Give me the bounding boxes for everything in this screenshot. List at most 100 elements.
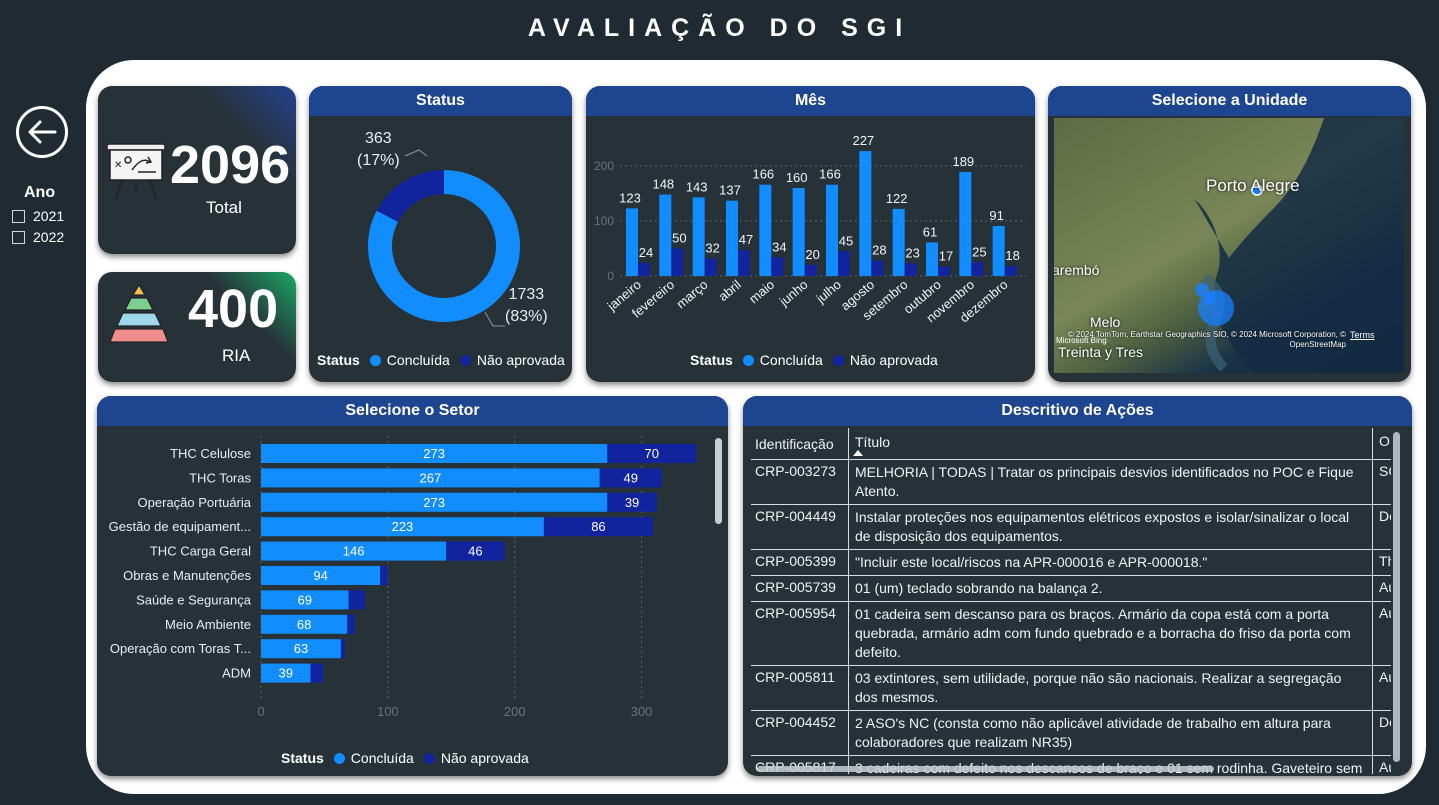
- x-tick-label: março: [673, 277, 710, 312]
- bar-segment-1[interactable]: [347, 614, 355, 634]
- bar-abril-0[interactable]: [726, 200, 738, 276]
- y-tick-label[interactable]: Meio Ambiente: [165, 617, 251, 632]
- bar-dezembro-0[interactable]: [992, 225, 1005, 276]
- bar-segment-0[interactable]: [261, 517, 544, 537]
- bar-junho-0[interactable]: [792, 188, 805, 276]
- column-header-identificacao[interactable]: Identificação: [755, 435, 834, 452]
- bar-segment-0[interactable]: [261, 468, 600, 488]
- data-label: 17: [939, 249, 953, 264]
- legend-item[interactable]: Não aprovada: [476, 352, 565, 368]
- legend-item[interactable]: Concluída: [386, 352, 450, 368]
- bar-segment-0[interactable]: [261, 614, 348, 634]
- y-tick-label: 200: [594, 159, 614, 173]
- bar-fevereiro-0[interactable]: [659, 194, 672, 276]
- month-card: Mês 0 100 200 123 24 janeiro 148 50 fevereiro 143…: [586, 86, 1035, 382]
- bar-segment-1[interactable]: [599, 468, 662, 488]
- table-row[interactable]: CRP-005739 01 (um) teclado sobrando na ba…: [751, 576, 1391, 602]
- data-label: 91: [989, 208, 1003, 223]
- bar-segment-0[interactable]: [261, 590, 349, 610]
- bar-segment-1[interactable]: [446, 541, 505, 561]
- table-row[interactable]: CRP-003273 MELHORIA | TODAS | Tratar os p…: [751, 460, 1391, 505]
- bar-dezembro-1[interactable]: [1004, 266, 1017, 276]
- map-terms-link[interactable]: Terms: [1350, 330, 1375, 340]
- bar-segment-1[interactable]: [340, 639, 345, 659]
- bar-setembro-1[interactable]: [904, 263, 917, 276]
- status-donut-chart[interactable]: [309, 116, 572, 352]
- table-row[interactable]: CRP-004452 2 ASO's NC (consta como não ap…: [751, 711, 1391, 756]
- donut-slice-1[interactable]: [376, 170, 444, 222]
- bar-segment-0[interactable]: [261, 444, 608, 463]
- bar-segment-1[interactable]: [543, 517, 653, 537]
- map-view[interactable]: Porto Alegre Melo Treinta y Tres arembó …: [1054, 118, 1404, 373]
- sector-scrollbar[interactable]: [715, 438, 722, 524]
- leader-line: [404, 149, 428, 157]
- table-row[interactable]: CRP-005954 01 cadeira sem descanso para o…: [751, 602, 1391, 666]
- y-tick-label[interactable]: THC Carga Geral: [150, 544, 251, 559]
- bar-junho-1[interactable]: [804, 265, 817, 276]
- year-option-2022[interactable]: 2022: [12, 229, 82, 245]
- bar-segment-0[interactable]: [261, 566, 381, 585]
- bar-segment-0[interactable]: [261, 639, 341, 659]
- table-horizontal-scrollbar[interactable]: [757, 766, 1214, 772]
- bar-segment-0[interactable]: [261, 541, 447, 561]
- data-label: 86: [591, 519, 605, 534]
- x-tick-label: 100: [377, 704, 399, 719]
- bar-julho-1[interactable]: [838, 251, 850, 276]
- x-tick-label: junho: [776, 277, 811, 310]
- bar-fevereiro-1[interactable]: [671, 248, 684, 277]
- table-row[interactable]: CRP-005399 "Incluir este local/riscos na …: [751, 550, 1391, 576]
- back-button[interactable]: [16, 106, 68, 158]
- table-row[interactable]: CRP-005811 03 extintores, sem utilidade, …: [751, 666, 1391, 711]
- y-tick-label[interactable]: Obras e Manutenções: [123, 568, 251, 583]
- legend-item[interactable]: Não aprovada: [849, 352, 938, 368]
- bar-janeiro-1[interactable]: [638, 262, 650, 276]
- checkbox[interactable]: [12, 209, 25, 223]
- legend-item[interactable]: Concluída: [350, 750, 414, 766]
- year-option-2021[interactable]: 2021: [12, 208, 82, 224]
- legend-item[interactable]: Não aprovada: [440, 750, 529, 766]
- bar-novembro-1[interactable]: [971, 262, 984, 276]
- bar-segment-1[interactable]: [607, 492, 657, 512]
- bar-segment-1[interactable]: [380, 566, 388, 585]
- checkbox[interactable]: [12, 230, 25, 244]
- bar-setembro-0[interactable]: [892, 208, 905, 276]
- y-tick-label[interactable]: Saúde e Segurança: [136, 592, 252, 607]
- bar-maio-0[interactable]: [759, 184, 772, 276]
- bar-segment-1[interactable]: [310, 663, 324, 683]
- bar-outubro-1[interactable]: [938, 266, 950, 276]
- y-tick-label[interactable]: THC Celulose: [170, 446, 251, 461]
- y-tick-label[interactable]: ADM: [222, 666, 251, 681]
- bar-agosto-1[interactable]: [871, 260, 884, 276]
- bar-segment-0[interactable]: [261, 492, 608, 512]
- column-header-titulo[interactable]: Título: [848, 427, 1372, 460]
- bar-abril-1[interactable]: [738, 250, 750, 276]
- legend-item[interactable]: Concluída: [759, 352, 823, 368]
- legend-dot-icon: [369, 354, 381, 366]
- bar-segment-1[interactable]: [348, 590, 366, 610]
- y-tick-label[interactable]: Operação com Toras T...: [110, 641, 251, 656]
- donut-slice-0[interactable]: [368, 170, 520, 322]
- column-header-o[interactable]: O: [1372, 427, 1391, 460]
- bar-agosto-0[interactable]: [859, 151, 872, 276]
- table-header: Identificação Título O: [751, 427, 1391, 460]
- table-row[interactable]: CRP-004449 Instalar proteções nos equipam…: [751, 505, 1391, 550]
- data-label: 68: [297, 617, 311, 632]
- month-bar-chart[interactable]: 010020012324janeiro14850fevereiro14332ma…: [586, 116, 1035, 352]
- bar-novembro-0[interactable]: [959, 172, 972, 276]
- bar-março-0[interactable]: [692, 197, 705, 276]
- bar-março-1[interactable]: [704, 258, 717, 276]
- bar-segment-1[interactable]: [607, 444, 697, 463]
- bar-segment-0[interactable]: [261, 663, 311, 683]
- bar-julho-0[interactable]: [826, 184, 838, 276]
- table-vertical-scrollbar[interactable]: [1393, 432, 1400, 762]
- y-tick-label[interactable]: Gestão de equipament...: [109, 519, 251, 534]
- bar-outubro-0[interactable]: [926, 242, 938, 276]
- kpi-ria-value: 400: [188, 279, 279, 339]
- y-tick-label[interactable]: THC Toras: [189, 470, 251, 485]
- sector-bar-chart[interactable]: 0 100 200 300 THC Celulose 273 70 THC Toras 267 4…: [97, 426, 728, 726]
- cell-o: De: [1372, 505, 1391, 549]
- bar-janeiro-0[interactable]: [626, 208, 638, 276]
- table-body: CRP-003273 MELHORIA | TODAS | Tratar os p…: [751, 460, 1391, 774]
- y-tick-label[interactable]: Operação Portuária: [138, 495, 252, 510]
- bar-maio-1[interactable]: [771, 257, 784, 276]
